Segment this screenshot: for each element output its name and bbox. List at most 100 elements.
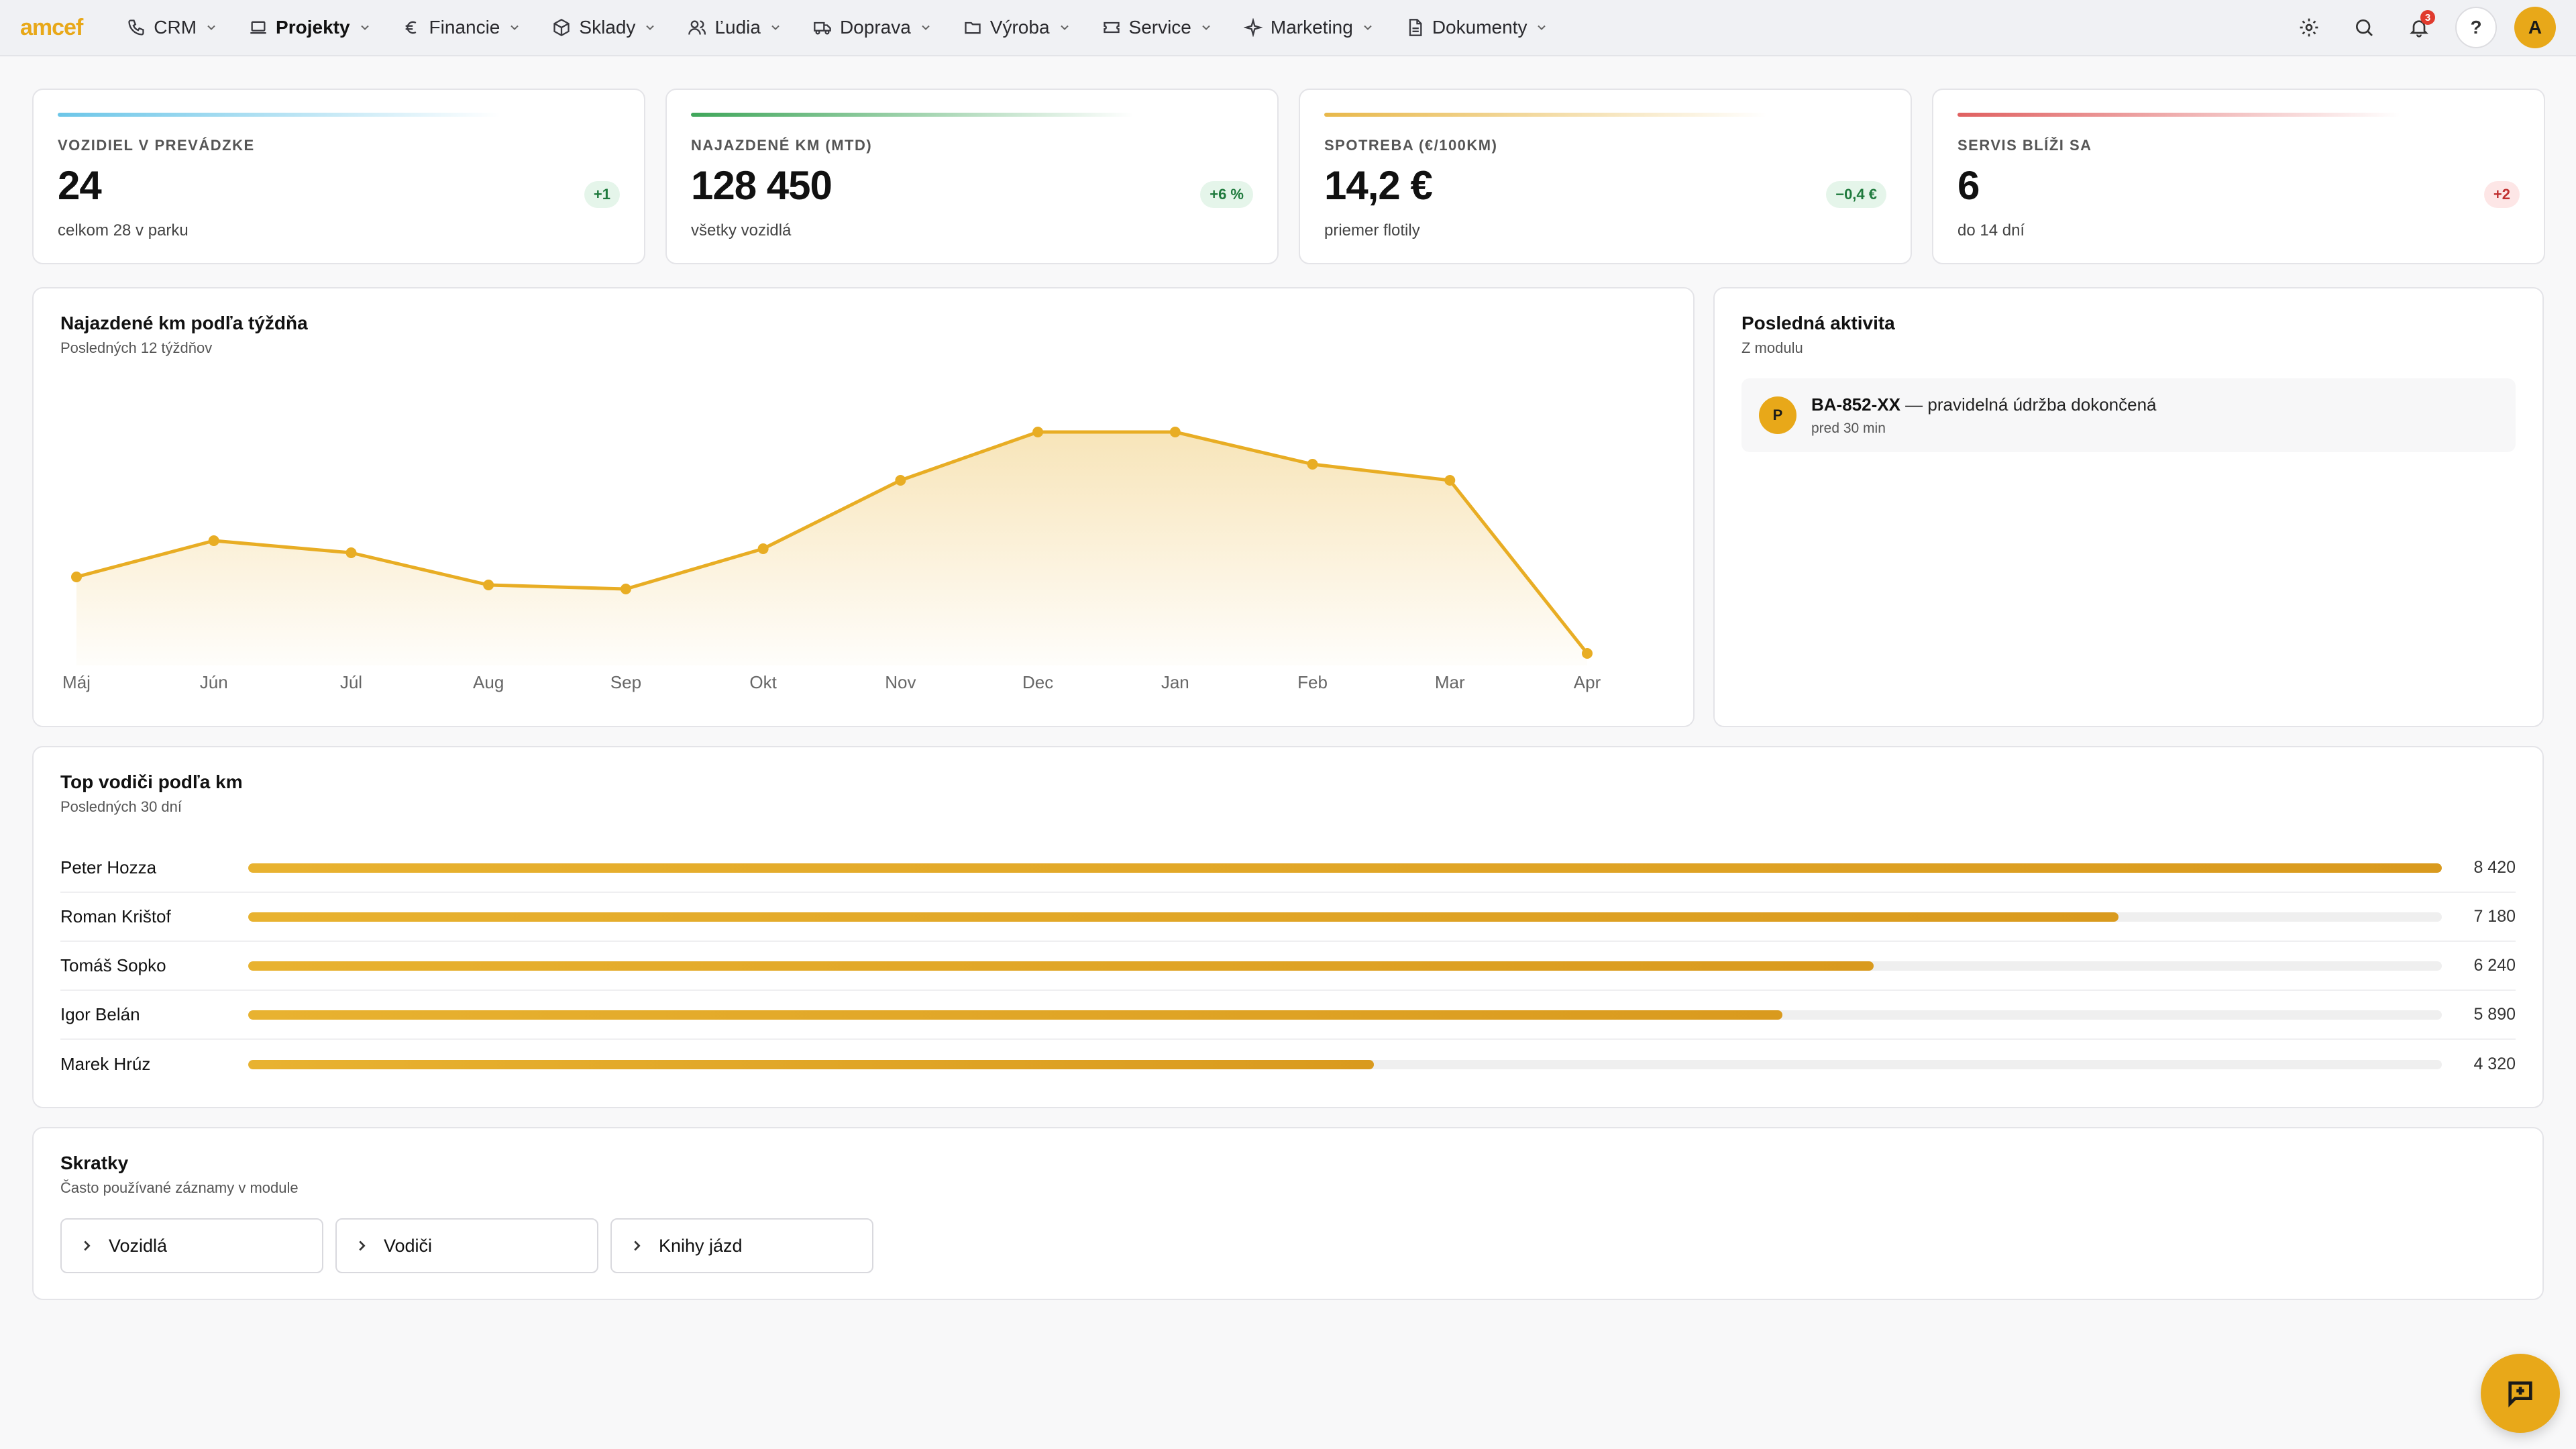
chart-point[interactable] xyxy=(1032,427,1044,437)
top-actions: 3 ? A xyxy=(2290,7,2556,48)
kpi-value: 24 xyxy=(58,163,102,208)
chart-point[interactable] xyxy=(1307,459,1318,470)
shortcut-knihy-jazd-button[interactable]: Knihy jázd xyxy=(610,1218,873,1273)
app-logo[interactable]: amcef xyxy=(20,14,83,40)
notification-count-badge: 3 xyxy=(2420,10,2435,25)
nav-item-label: Service xyxy=(1128,17,1191,38)
driver-row: Roman Krištof 7 180 xyxy=(60,893,2516,942)
activity-vehicle-code: BA-852-XX xyxy=(1811,394,1900,415)
chevron-down-icon xyxy=(207,25,215,30)
nav-item-crm[interactable]: CRM xyxy=(113,9,231,46)
nav-item-label: Ľudia xyxy=(714,17,761,38)
chart-point[interactable] xyxy=(1169,427,1181,437)
main-nav: CRM Projekty Financie Sklady Ľudia Dopra… xyxy=(113,9,1562,46)
kpi-accent-line xyxy=(1324,113,1767,117)
chart-x-tick-label: Sep xyxy=(610,672,641,692)
kpi-delta-badge: −0,4 € xyxy=(1826,181,1886,208)
driver-km-value: 5 890 xyxy=(2473,1005,2516,1024)
kpi-delta-badge: +1 xyxy=(584,181,620,208)
shortcuts-title: Skratky xyxy=(60,1152,129,1173)
users-icon xyxy=(688,20,706,35)
chevron-down-icon xyxy=(1538,25,1546,30)
chart-title: Najazdené km podľa týždňa xyxy=(60,313,308,333)
shortcut-vodici-button[interactable]: Vodiči xyxy=(335,1218,598,1273)
chart-point[interactable] xyxy=(345,547,357,558)
nav-item-label: Projekty xyxy=(276,17,350,38)
driver-name: Tomáš Sopko xyxy=(60,955,166,975)
chevron-down-icon xyxy=(360,25,369,30)
user-avatar[interactable]: A xyxy=(2514,7,2556,48)
activity-description: — pravidelná údržba dokončená xyxy=(1900,394,2157,415)
driver-bar-track xyxy=(248,1010,2442,1020)
shortcuts-card: Skratky Často používané záznamy v module… xyxy=(32,1127,2544,1300)
activity-title: Posledná aktivita xyxy=(1741,313,1895,333)
truck-icon xyxy=(814,21,831,35)
kpi-card-consumption: Spotreba (€/100km) 14,2 € priemer flotil… xyxy=(1299,89,1912,264)
shortcut-vozidla-button[interactable]: Vozidlá xyxy=(60,1218,323,1273)
drivers-list: Peter Hozza 8 420 Roman Krištof 7 180 To… xyxy=(60,844,2516,1089)
chart-point[interactable] xyxy=(1444,475,1456,486)
chart-point[interactable] xyxy=(620,584,631,594)
top-navigation-bar: amcef CRM Projekty Financie Sklady Ľudia xyxy=(0,0,2576,56)
chart-x-tick-label: Nov xyxy=(885,672,916,692)
laptop-icon xyxy=(250,21,266,34)
chart-point[interactable] xyxy=(71,572,82,582)
weekly-km-chart-card: Najazdené km podľa týždňa Posledných 12 … xyxy=(32,287,1695,727)
driver-name: Peter Hozza xyxy=(60,857,157,877)
chart-point[interactable] xyxy=(895,475,906,486)
notifications-button[interactable]: 3 xyxy=(2400,9,2438,46)
shortcut-label: Vodiči xyxy=(384,1235,433,1256)
chart-point[interactable] xyxy=(1582,648,1593,659)
driver-name: Marek Hrúz xyxy=(60,1054,151,1074)
nav-item-ludia[interactable]: Ľudia xyxy=(674,9,796,46)
chart-point[interactable] xyxy=(208,535,219,546)
activity-item[interactable]: P BA-852-XX — pravidelná údržba dokončen… xyxy=(1741,378,2516,452)
nav-item-vyroba[interactable]: Výroba xyxy=(950,9,1085,46)
settings-button[interactable] xyxy=(2290,9,2328,46)
nav-item-sklady[interactable]: Sklady xyxy=(539,9,670,46)
chart-x-tick-label: Máj xyxy=(62,672,91,692)
box-icon xyxy=(553,18,570,37)
driver-km-value: 7 180 xyxy=(2473,907,2516,926)
nav-item-service[interactable]: Service xyxy=(1089,9,1226,46)
driver-row: Igor Belán 5 890 xyxy=(60,991,2516,1040)
driver-bar-fill xyxy=(248,961,1874,971)
kpi-value: 128 450 xyxy=(691,163,833,208)
nav-item-dokumenty[interactable]: Dokumenty xyxy=(1392,9,1562,46)
folder-icon xyxy=(965,21,981,34)
activity-time: pred 30 min xyxy=(1811,420,1886,436)
chart-point[interactable] xyxy=(483,580,494,590)
driver-km-value: 4 320 xyxy=(2473,1055,2516,1073)
nav-item-label: Sklady xyxy=(579,17,636,38)
chat-fab-button[interactable] xyxy=(2481,1354,2560,1433)
nav-item-label: Financie xyxy=(429,17,500,38)
driver-bar-fill xyxy=(248,912,2119,922)
gear-icon xyxy=(2300,18,2318,37)
nav-item-marketing[interactable]: Marketing xyxy=(1230,9,1388,46)
nav-item-financie[interactable]: Financie xyxy=(389,9,535,46)
chart-x-tick-label: Okt xyxy=(749,672,777,692)
driver-bar-fill xyxy=(248,1010,1783,1020)
shortcuts-list: Vozidlá Vodiči Knihy jázd xyxy=(60,1218,2516,1273)
drivers-title: Top vodiči podľa km xyxy=(60,771,243,792)
chevron-down-icon xyxy=(1060,25,1069,30)
kpi-subtitle: priemer flotily xyxy=(1324,221,1420,239)
nav-item-projekty[interactable]: Projekty xyxy=(235,9,385,46)
sparkle-icon xyxy=(1243,18,1263,37)
chart-point[interactable] xyxy=(757,543,769,554)
kpi-subtitle: všetky vozidlá xyxy=(691,221,792,239)
chevron-down-icon xyxy=(511,25,519,30)
search-button[interactable] xyxy=(2345,9,2383,46)
shortcuts-subtitle: Často používané záznamy v module xyxy=(60,1179,299,1196)
chevron-down-icon xyxy=(1364,25,1372,30)
kpi-card-service: Servis blíži sa 6 do 14 dní +2 xyxy=(1932,89,2545,264)
help-button[interactable]: ? xyxy=(2455,7,2497,48)
nav-item-label: Výroba xyxy=(989,17,1050,38)
driver-bar-track xyxy=(248,1059,2442,1069)
nav-item-doprava[interactable]: Doprava xyxy=(800,9,946,46)
chat-plus-icon xyxy=(2508,1381,2532,1407)
shortcut-label: Knihy jázd xyxy=(659,1235,743,1256)
driver-km-value: 6 240 xyxy=(2473,956,2516,975)
chart-area-fill xyxy=(76,432,1587,665)
chart-x-tick-label: Mar xyxy=(1435,672,1465,692)
